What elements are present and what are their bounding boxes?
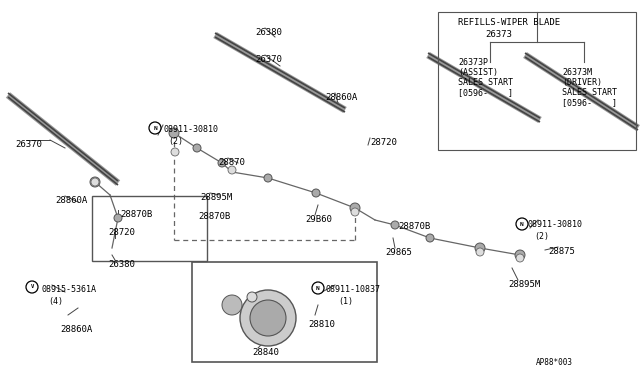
Circle shape bbox=[149, 122, 161, 134]
Circle shape bbox=[351, 208, 359, 216]
Text: 28860A: 28860A bbox=[325, 93, 357, 102]
Text: 26380: 26380 bbox=[108, 260, 135, 269]
Text: 26373M: 26373M bbox=[562, 68, 592, 77]
Text: 28875: 28875 bbox=[548, 247, 575, 256]
Text: 26373: 26373 bbox=[485, 30, 512, 39]
Circle shape bbox=[247, 292, 257, 302]
Circle shape bbox=[26, 281, 38, 293]
Circle shape bbox=[171, 148, 179, 156]
Circle shape bbox=[228, 166, 236, 174]
Text: 28870B: 28870B bbox=[198, 212, 230, 221]
Text: AP88*003: AP88*003 bbox=[536, 358, 573, 367]
Text: SALES START: SALES START bbox=[562, 88, 617, 97]
Text: REFILLS-WIPER BLADE: REFILLS-WIPER BLADE bbox=[458, 18, 560, 27]
Text: N: N bbox=[520, 221, 524, 227]
Text: (2): (2) bbox=[168, 137, 183, 146]
Circle shape bbox=[312, 189, 320, 197]
Circle shape bbox=[250, 300, 286, 336]
Circle shape bbox=[240, 290, 296, 346]
Text: 08911-30810: 08911-30810 bbox=[528, 220, 583, 229]
Text: V: V bbox=[30, 285, 34, 289]
Circle shape bbox=[516, 218, 528, 230]
Text: 26370: 26370 bbox=[255, 55, 282, 64]
Text: (2): (2) bbox=[534, 232, 549, 241]
Circle shape bbox=[193, 144, 201, 152]
Text: 08915-5361A: 08915-5361A bbox=[42, 285, 97, 294]
Circle shape bbox=[90, 177, 100, 187]
Text: (ASSIST): (ASSIST) bbox=[458, 68, 498, 77]
Text: 28840: 28840 bbox=[252, 348, 279, 357]
Circle shape bbox=[475, 243, 485, 253]
Circle shape bbox=[391, 221, 399, 229]
Text: 28720: 28720 bbox=[108, 228, 135, 237]
Text: 26373P: 26373P bbox=[458, 58, 488, 67]
Text: 29865: 29865 bbox=[385, 248, 412, 257]
Text: 08911-10837: 08911-10837 bbox=[325, 285, 380, 294]
Circle shape bbox=[222, 295, 242, 315]
Circle shape bbox=[264, 174, 272, 182]
Bar bbox=[92, 196, 207, 261]
Circle shape bbox=[476, 248, 484, 256]
Text: 26370: 26370 bbox=[15, 140, 42, 149]
Circle shape bbox=[515, 250, 525, 260]
Text: [0596-    ]: [0596- ] bbox=[458, 88, 513, 97]
Text: (1): (1) bbox=[338, 297, 353, 306]
Text: N: N bbox=[153, 125, 157, 131]
Text: 28860A: 28860A bbox=[60, 325, 92, 334]
Text: 28870: 28870 bbox=[218, 158, 245, 167]
Text: N: N bbox=[316, 285, 320, 291]
Circle shape bbox=[169, 128, 179, 138]
Circle shape bbox=[218, 159, 226, 167]
Circle shape bbox=[350, 203, 360, 213]
Bar bbox=[192, 262, 377, 362]
Text: 29B60: 29B60 bbox=[305, 215, 332, 224]
Text: (4): (4) bbox=[48, 297, 63, 306]
Text: 28860A: 28860A bbox=[55, 196, 87, 205]
Text: 08911-30810: 08911-30810 bbox=[163, 125, 218, 134]
Text: [0596-    ]: [0596- ] bbox=[562, 98, 617, 107]
Text: 28870B: 28870B bbox=[120, 210, 152, 219]
Circle shape bbox=[516, 254, 524, 262]
Text: 28895M: 28895M bbox=[200, 193, 232, 202]
Text: 28895M: 28895M bbox=[508, 280, 540, 289]
Text: 28720: 28720 bbox=[370, 138, 397, 147]
Text: 28810: 28810 bbox=[308, 320, 335, 329]
Text: SALES START: SALES START bbox=[458, 78, 513, 87]
Circle shape bbox=[91, 178, 99, 186]
Text: 26380: 26380 bbox=[255, 28, 282, 37]
Bar bbox=[438, 12, 636, 150]
Circle shape bbox=[426, 234, 434, 242]
Circle shape bbox=[312, 282, 324, 294]
Text: (DRIVER): (DRIVER) bbox=[562, 78, 602, 87]
Text: 28870B: 28870B bbox=[398, 222, 430, 231]
Circle shape bbox=[114, 214, 122, 222]
